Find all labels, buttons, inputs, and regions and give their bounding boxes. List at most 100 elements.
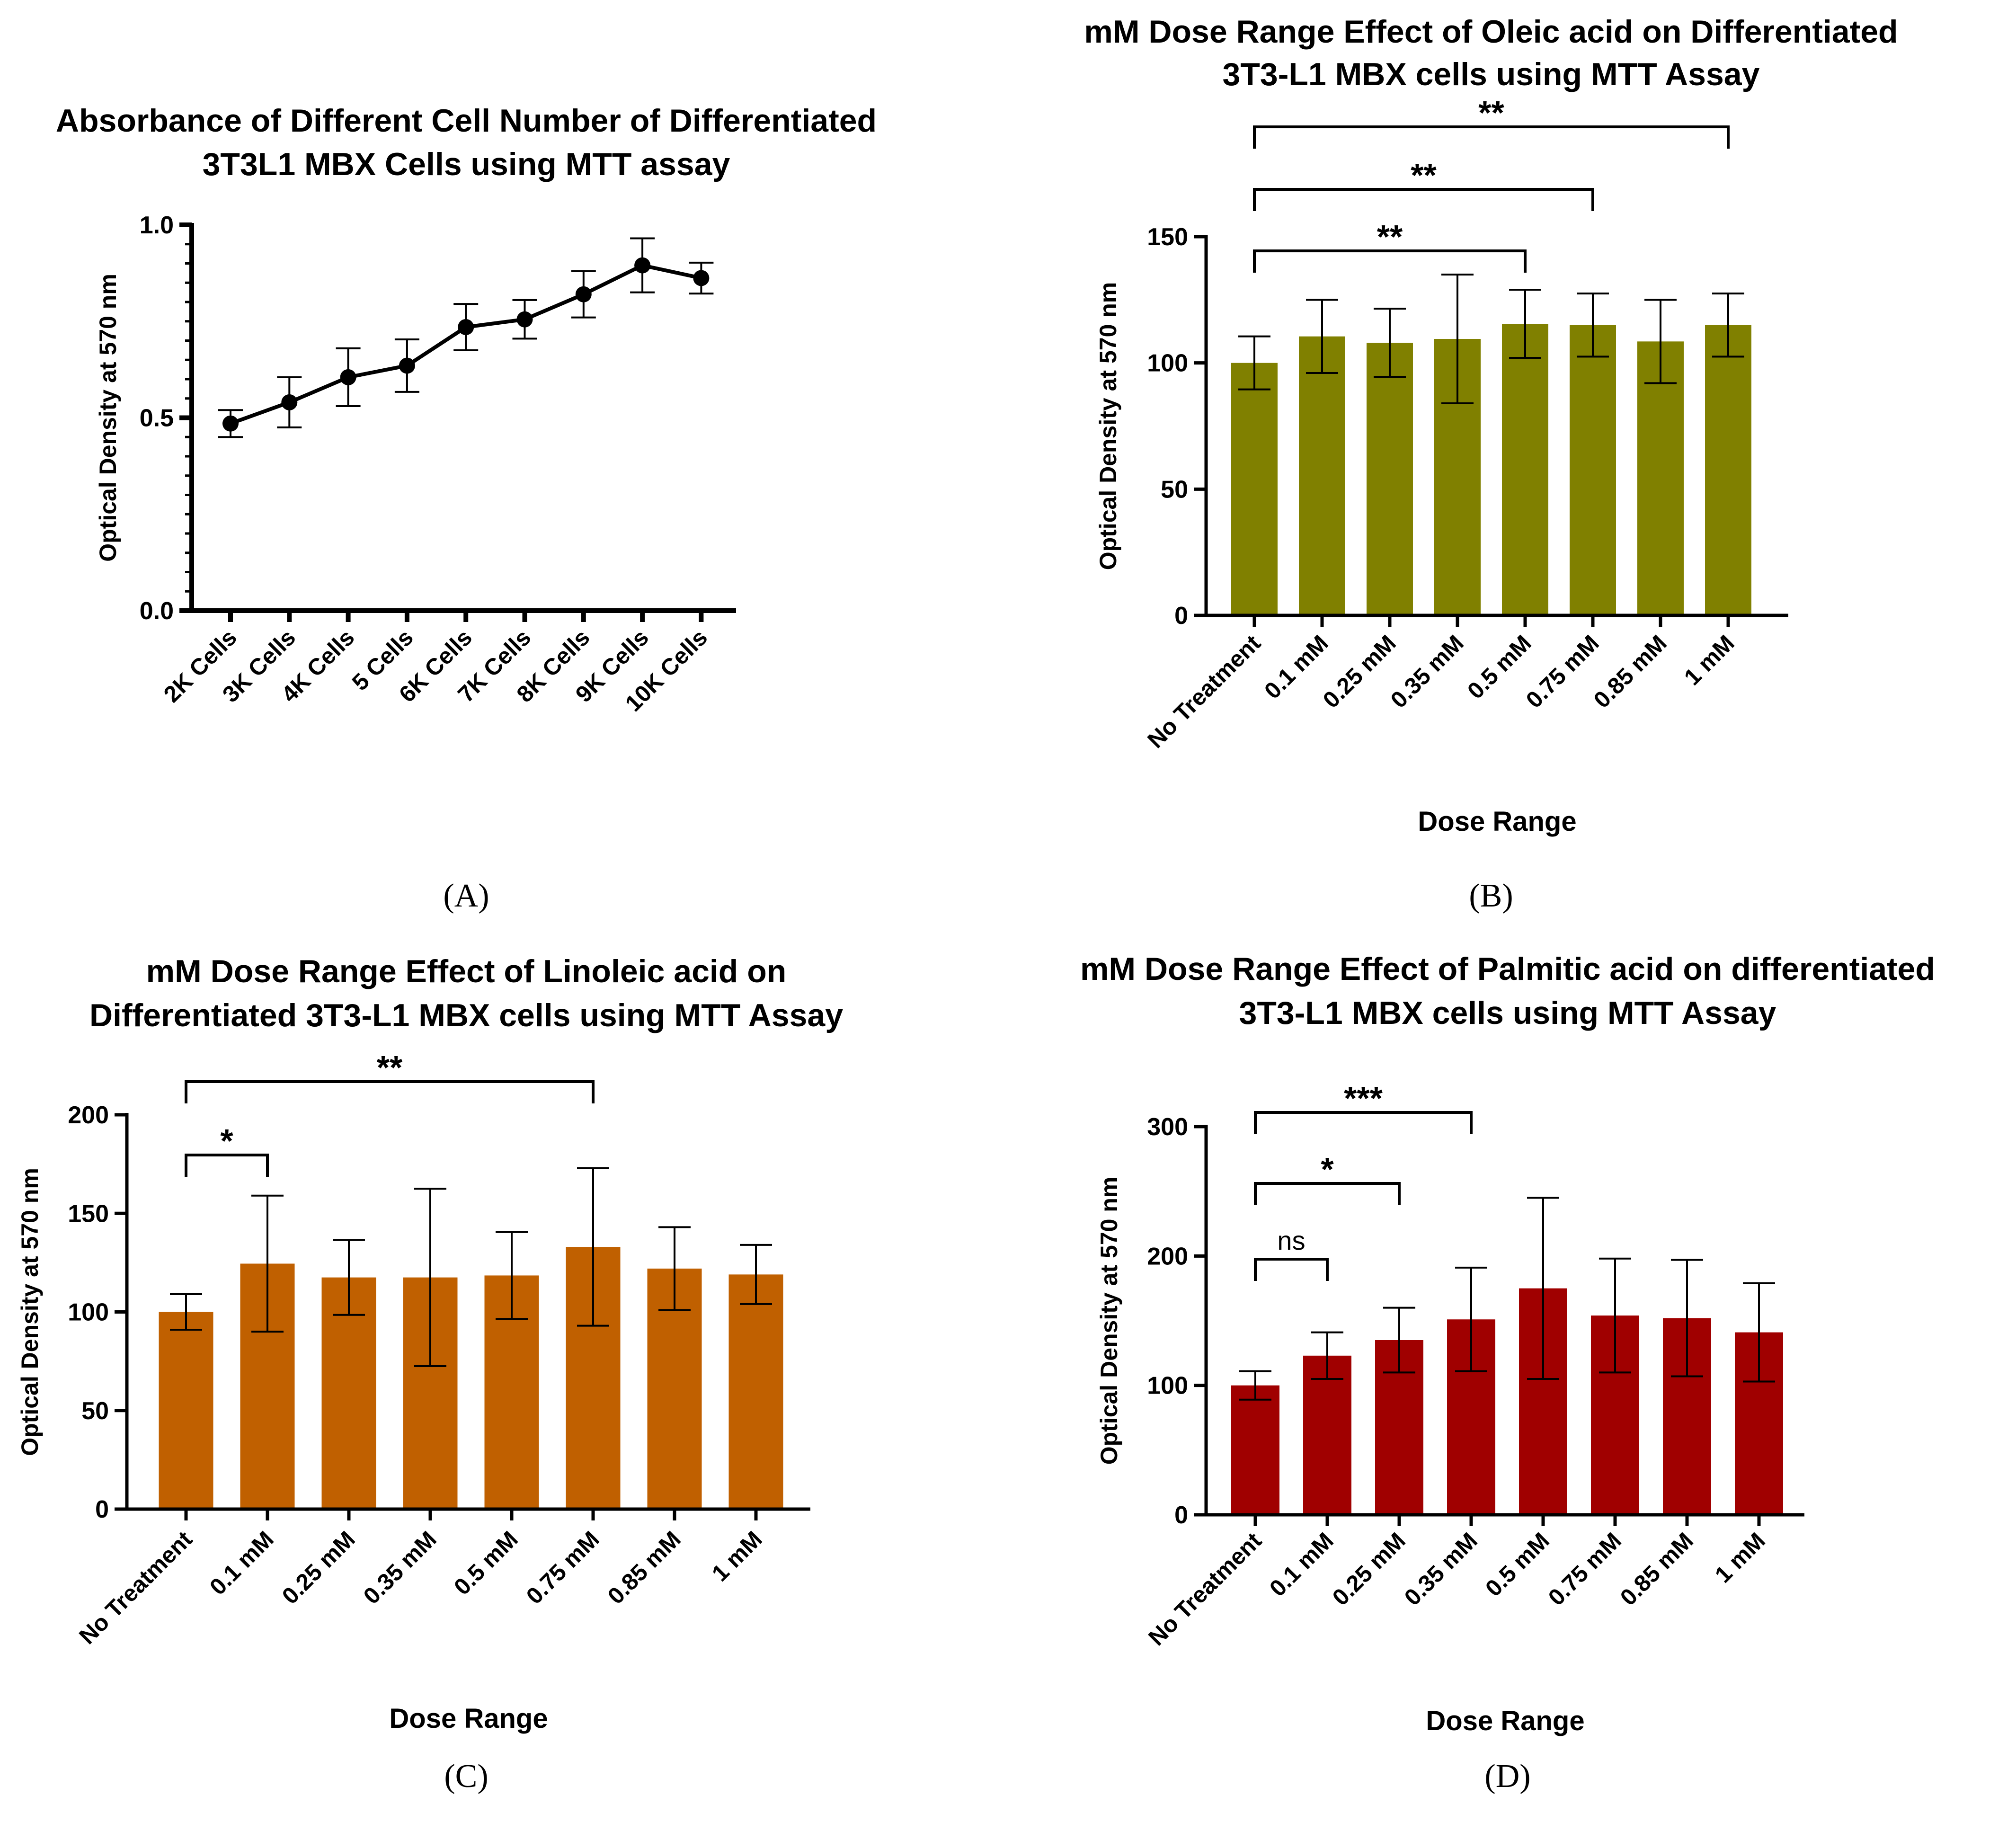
x-tick-label: 1 mM: [1679, 631, 1740, 691]
bar-0-75-mm: [1570, 325, 1616, 615]
error-bar: [1383, 1307, 1415, 1374]
bar-no-treatment: [159, 1312, 213, 1509]
x-tick-label: 0.35 mM: [1400, 1528, 1483, 1611]
y-axis-label: Optical Density at 570 nm: [1096, 1177, 1122, 1465]
bracket-line: [185, 1080, 595, 1103]
y-tick-label: 150: [68, 1200, 109, 1227]
x-tick-label: 0.5 mM: [1481, 1528, 1554, 1602]
panel-label: (D): [1484, 1758, 1530, 1795]
error-bar: [1238, 335, 1270, 391]
x-tick-label: 0.85 mM: [1616, 1528, 1698, 1611]
chart-title-line: mM Dose Range Effect of Linoleic acid on: [146, 953, 787, 989]
x-axis-label: Dose Range: [389, 1703, 548, 1734]
error-bar: [496, 1231, 528, 1320]
error-bar: [1311, 1331, 1343, 1380]
significance-label: **: [377, 1049, 403, 1086]
bar-no-treatment: [1231, 363, 1278, 615]
x-tick-label: 0.35 mM: [1386, 631, 1469, 713]
y-tick-label: 300: [1147, 1113, 1188, 1141]
significance-bracket: **: [1253, 218, 1527, 273]
x-tick-label: 1 mM: [707, 1527, 767, 1587]
chart-title-line: 3T3L1 MBX Cells using MTT assay: [203, 146, 730, 182]
chart-title-line: 3T3-L1 MBX cells using MTT Assay: [1223, 56, 1760, 92]
error-bar: [577, 1167, 609, 1327]
x-tick-label: 0.25 mM: [277, 1527, 360, 1609]
x-tick-label: 0.25 mM: [1328, 1528, 1411, 1611]
y-axis-label: Optical Density at 570 nm: [17, 1168, 43, 1456]
x-tick-label: No Treatment: [74, 1527, 197, 1650]
error-bar: [1441, 274, 1474, 404]
data-point: [693, 270, 710, 286]
x-tick-label: 0.35 mM: [359, 1527, 442, 1609]
data-point: [458, 319, 474, 335]
y-tick-label: 50: [81, 1397, 109, 1425]
data-point: [281, 394, 298, 410]
bar-0-25-mm: [321, 1277, 376, 1509]
error-bar: [333, 1239, 365, 1316]
significance-label: **: [1411, 157, 1437, 194]
x-tick-label: 0.5 mM: [449, 1527, 523, 1600]
bracket-line: [185, 1154, 269, 1177]
x-tick-label: No Treatment: [1144, 1528, 1267, 1651]
error-bar: [1743, 1282, 1775, 1383]
data-point: [340, 369, 356, 385]
significance-label: *: [1321, 1151, 1334, 1188]
data-point: [634, 257, 651, 274]
error-bar: [1671, 1259, 1703, 1378]
y-tick-label: 100: [1147, 350, 1188, 377]
significance-label: **: [1478, 94, 1504, 131]
bar-0-5-mm: [1502, 324, 1548, 615]
panel-a-chart: Absorbance of Different Cell Number of D…: [56, 103, 877, 914]
chart-title-line: 3T3-L1 MBX cells using MTT Assay: [1239, 995, 1776, 1031]
error-bar: [251, 1194, 284, 1333]
x-tick-label: No Treatment: [1143, 631, 1266, 754]
y-tick-label: 0.5: [140, 405, 174, 432]
panel-label: (C): [444, 1758, 488, 1795]
error-bar: [170, 1293, 202, 1331]
bar-0-25-mm: [1367, 343, 1413, 615]
data-point: [575, 286, 592, 302]
x-tick-label: 0.1 mM: [205, 1527, 279, 1600]
chart-title-line: Absorbance of Different Cell Number of D…: [56, 103, 877, 139]
significance-bracket: ns: [1254, 1226, 1329, 1281]
significance-bracket: ***: [1254, 1080, 1473, 1134]
bar-0-1-mm: [1303, 1355, 1351, 1515]
x-axis-label: Dose Range: [1418, 806, 1576, 837]
x-axis-label: Dose Range: [1426, 1706, 1584, 1736]
error-bar: [658, 1226, 691, 1311]
error-bar: [1306, 299, 1338, 374]
x-tick-label: 1 mM: [1710, 1528, 1770, 1588]
panel-b-chart: mM Dose Range Effect of Oleic acid on Di…: [1084, 14, 1898, 914]
y-tick-label: 1.0: [140, 212, 174, 239]
error-bar: [1239, 1370, 1271, 1401]
significance-label: ns: [1277, 1226, 1305, 1255]
data-point: [399, 357, 415, 374]
error-bar: [1644, 299, 1677, 384]
y-axis-label: Optical Density at 570 nm: [95, 274, 121, 562]
bracket-line: [1253, 249, 1527, 273]
bracket-line: [1254, 1258, 1329, 1281]
x-tick-label: 0.1 mM: [1265, 1528, 1339, 1602]
y-tick-label: 0: [95, 1496, 109, 1523]
bracket-line: [1254, 1111, 1473, 1134]
chart-title-line: mM Dose Range Effect of Palmitic acid on…: [1080, 951, 1935, 987]
y-tick-label: 200: [1147, 1243, 1188, 1270]
error-bar: [414, 1188, 446, 1368]
y-tick-label: 100: [1147, 1372, 1188, 1400]
error-bar: [1577, 293, 1609, 358]
y-tick-label: 100: [68, 1299, 109, 1326]
y-tick-label: 150: [1147, 223, 1188, 251]
x-tick-label: 0.85 mM: [603, 1527, 686, 1609]
error-bar: [740, 1244, 772, 1305]
bar-no-treatment: [1231, 1385, 1279, 1515]
bar-0-85-mm: [1637, 341, 1684, 615]
data-point: [222, 415, 239, 432]
x-tick-label: 0.75 mM: [1521, 631, 1604, 713]
y-tick-label: 0: [1174, 1502, 1188, 1529]
y-tick-label: 50: [1161, 476, 1188, 503]
bracket-line: [1254, 1182, 1401, 1205]
error-bar: [1712, 293, 1744, 358]
error-bar: [1509, 289, 1541, 359]
significance-label: *: [220, 1122, 233, 1159]
